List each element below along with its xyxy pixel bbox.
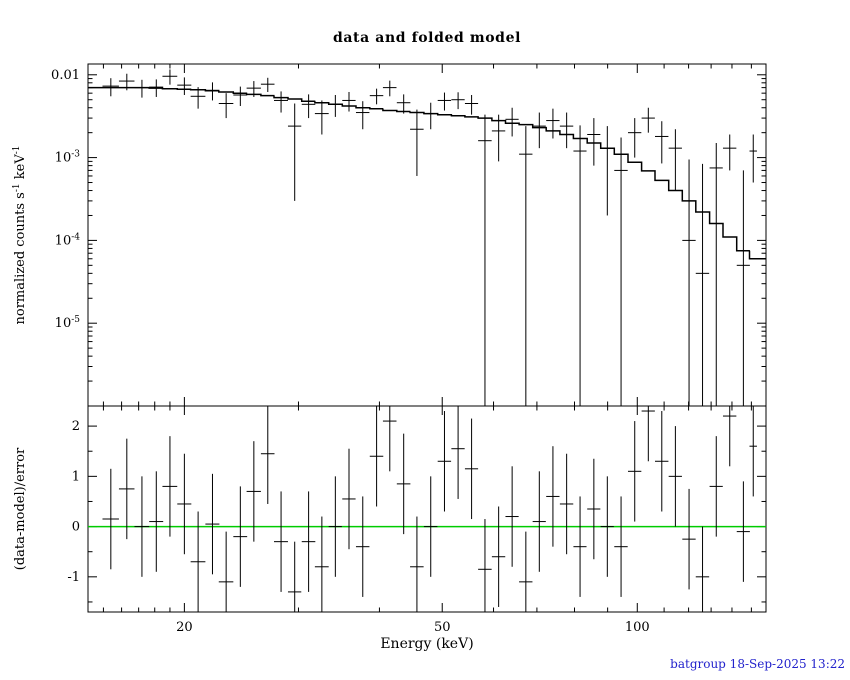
tick-marks [88,64,766,612]
model-step-line [88,86,766,260]
plot-title: data and folded model [333,30,521,46]
x-axis-label: Energy (keV) [380,636,474,652]
x-tick-label: 20 [176,620,193,635]
y-tick-label-bottom: 1 [72,469,80,484]
x-tick-label: 100 [625,620,650,635]
y-tick-label-top: 0.01 [51,68,80,83]
tick-labels: 20 50 100 0.01 10-3 10-4 10-5 2 1 0 -1 [51,68,650,635]
y-axis-label-top: normalized counts s-1 keV-1 [12,145,28,324]
y-tick-label-bottom: -1 [67,570,80,585]
bottom-panel-frame [87,405,767,613]
residual-error-bars [102,406,757,612]
timestamp-label: batgroup 18-Sep-2025 13:22 [670,657,845,671]
y-axis-labels: normalized counts s-1 keV-1 (data-model)/… [12,145,28,570]
data-error-bars [102,69,757,406]
y-tick-label-bottom: 0 [72,520,80,535]
y-axis-label-bottom: (data-model)/error [13,447,28,570]
y-tick-label-top: 10-5 [55,315,81,331]
top-panel-frame [87,63,767,407]
y-tick-label-bottom: 2 [72,419,80,434]
folded-model-path [88,86,766,260]
y-tick-label-top: 10-4 [55,232,81,248]
y-tick-label-top: 10-3 [55,150,81,166]
x-tick-label: 50 [434,620,451,635]
axes-frame [87,63,767,613]
